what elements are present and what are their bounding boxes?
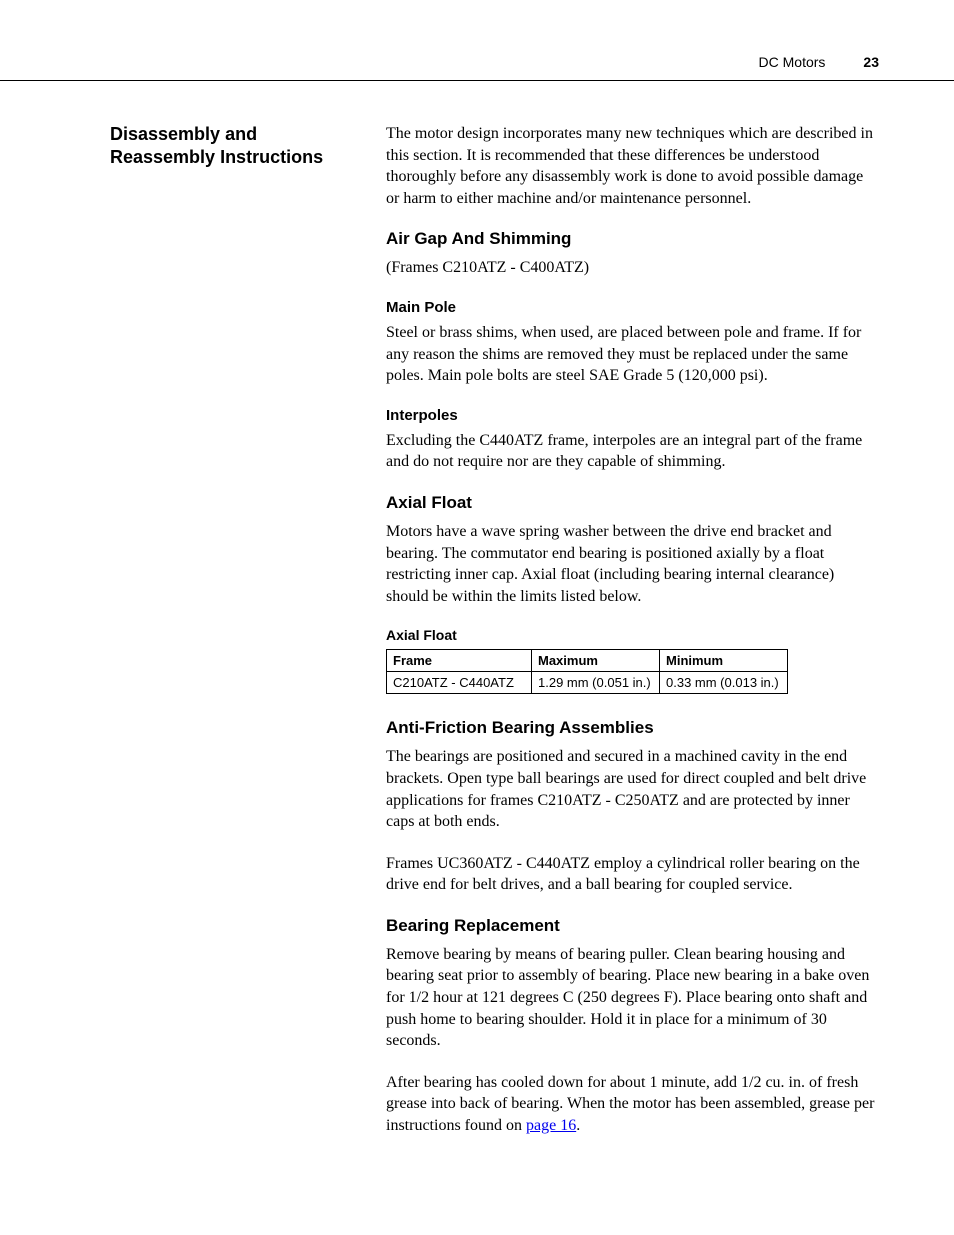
left-column: Disassembly and Reassembly Instructions	[110, 123, 358, 1157]
bearing-replacement-p2: After bearing has cooled down for about …	[386, 1072, 879, 1137]
right-column: The motor design incorporates many new t…	[386, 123, 879, 1157]
bearing-replacement-p2-post: .	[576, 1117, 580, 1134]
anti-friction-p1: The bearings are positioned and secured …	[386, 746, 879, 832]
header-page-number: 23	[863, 54, 879, 70]
main-pole-text: Steel or brass shims, when used, are pla…	[386, 322, 879, 387]
table-row: C210ATZ - C440ATZ 1.29 mm (0.051 in.) 0.…	[387, 672, 788, 694]
main-pole-heading: Main Pole	[386, 299, 879, 316]
table-header-row: Frame Maximum Minimum	[387, 650, 788, 672]
interpoles-text: Excluding the C440ATZ frame, interpoles …	[386, 430, 879, 473]
axial-float-heading: Axial Float	[386, 493, 879, 513]
air-gap-frames-note: (Frames C210ATZ - C400ATZ)	[386, 257, 879, 279]
bearing-replacement-p1: Remove bearing by means of bearing pulle…	[386, 944, 879, 1052]
bearing-replacement-heading: Bearing Replacement	[386, 916, 879, 936]
anti-friction-p2: Frames UC360ATZ - C440ATZ employ a cylin…	[386, 853, 879, 896]
axial-float-table: Frame Maximum Minimum C210ATZ - C440ATZ …	[386, 649, 788, 694]
table-header-cell: Frame	[387, 650, 532, 672]
anti-friction-heading: Anti-Friction Bearing Assemblies	[386, 718, 879, 738]
page-content: Disassembly and Reassembly Instructions …	[0, 81, 954, 1157]
air-gap-heading: Air Gap And Shimming	[386, 229, 879, 249]
table-cell: C210ATZ - C440ATZ	[387, 672, 532, 694]
axial-float-text: Motors have a wave spring washer between…	[386, 521, 879, 607]
table-cell: 1.29 mm (0.051 in.)	[532, 672, 660, 694]
page-header: DC Motors 23	[0, 0, 954, 81]
table-header-cell: Maximum	[532, 650, 660, 672]
intro-paragraph: The motor design incorporates many new t…	[386, 123, 879, 209]
page-link[interactable]: page 16	[526, 1117, 576, 1134]
axial-float-table-caption: Axial Float	[386, 627, 879, 643]
section-title: Disassembly and Reassembly Instructions	[110, 123, 358, 170]
table-cell: 0.33 mm (0.013 in.)	[660, 672, 788, 694]
table-header-cell: Minimum	[660, 650, 788, 672]
bearing-replacement-p2-pre: After bearing has cooled down for about …	[386, 1074, 874, 1134]
interpoles-heading: Interpoles	[386, 407, 879, 424]
header-doc-title: DC Motors	[759, 54, 826, 70]
